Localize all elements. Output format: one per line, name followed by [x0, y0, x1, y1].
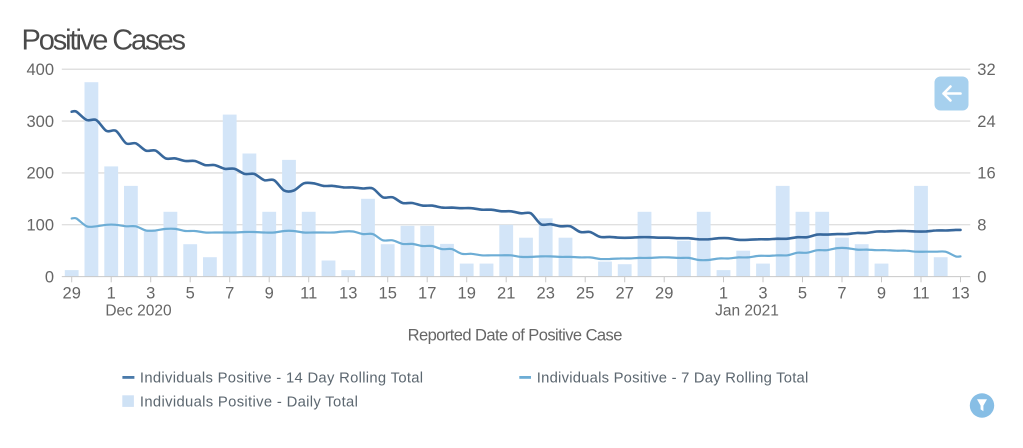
svg-text:17: 17 — [418, 285, 436, 303]
svg-text:Reported Date of Positive Case: Reported Date of Positive Case — [408, 327, 623, 345]
svg-text:16: 16 — [977, 165, 995, 183]
svg-text:9: 9 — [265, 285, 274, 303]
svg-text:5: 5 — [186, 285, 195, 303]
svg-text:23: 23 — [537, 285, 555, 303]
svg-text:200: 200 — [26, 165, 54, 183]
svg-text:25: 25 — [576, 285, 594, 303]
svg-text:19: 19 — [458, 285, 476, 303]
svg-text:1: 1 — [107, 285, 116, 303]
svg-text:Dec 2020: Dec 2020 — [105, 303, 172, 320]
svg-text:Individuals Positive - 7 Day R: Individuals Positive - 7 Day Rolling Tot… — [537, 371, 809, 387]
svg-text:21: 21 — [497, 285, 515, 303]
svg-text:400: 400 — [26, 61, 54, 79]
svg-text:100: 100 — [26, 217, 54, 235]
svg-text:Positive Cases: Positive Cases — [22, 24, 187, 56]
svg-text:7: 7 — [837, 285, 846, 303]
svg-text:5: 5 — [798, 285, 807, 303]
svg-text:3: 3 — [146, 285, 155, 303]
svg-text:0: 0 — [45, 268, 54, 286]
svg-text:11: 11 — [300, 285, 317, 303]
svg-text:Jan 2021: Jan 2021 — [715, 303, 779, 320]
svg-text:7: 7 — [225, 285, 234, 303]
svg-text:3: 3 — [758, 285, 767, 303]
svg-text:29: 29 — [63, 285, 81, 303]
svg-text:Individuals Positive - 14 Day: Individuals Positive - 14 Day Rolling To… — [140, 371, 423, 387]
svg-text:9: 9 — [877, 285, 886, 303]
svg-text:15: 15 — [379, 285, 397, 303]
svg-text:27: 27 — [616, 285, 634, 303]
svg-text:0: 0 — [977, 268, 986, 286]
svg-text:32: 32 — [977, 61, 995, 79]
svg-text:13: 13 — [339, 285, 357, 303]
svg-text:1: 1 — [719, 285, 728, 303]
svg-text:11: 11 — [912, 285, 929, 303]
svg-text:24: 24 — [977, 113, 995, 131]
svg-text:300: 300 — [26, 113, 54, 131]
svg-text:13: 13 — [951, 285, 969, 303]
svg-text:Individuals Positive - Daily T: Individuals Positive - Daily Total — [140, 395, 358, 411]
svg-text:29: 29 — [655, 285, 673, 303]
svg-text:8: 8 — [977, 217, 986, 235]
